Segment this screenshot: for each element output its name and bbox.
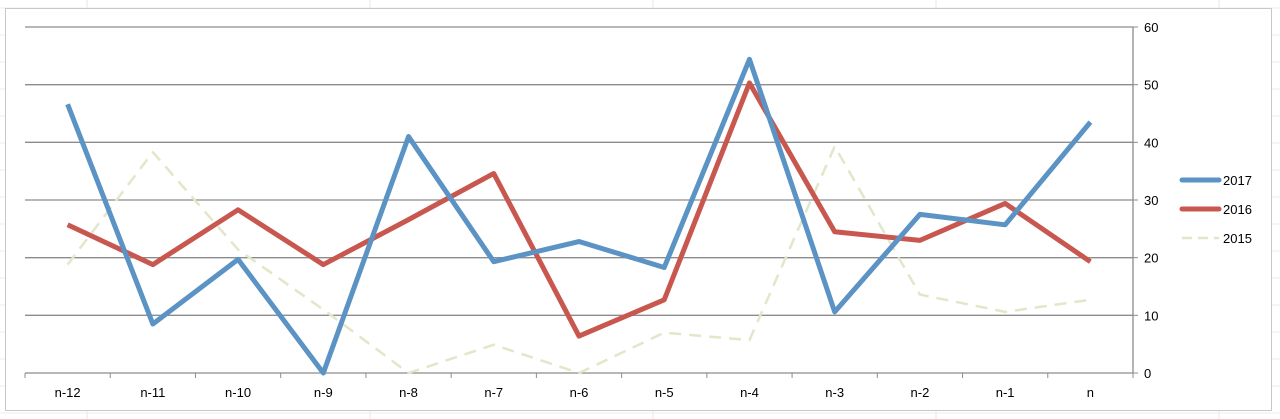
legend: 2017 2016 2015 [1179, 173, 1252, 246]
x-tick-label: n-9 [314, 385, 333, 400]
x-tick-label: n-11 [140, 385, 165, 400]
y-tick-label: 50 [1144, 78, 1158, 93]
y-tick-label: 60 [1144, 20, 1158, 35]
x-tick-label: n-5 [655, 385, 674, 400]
gridlines [25, 26, 1133, 316]
x-tick-label: n-2 [911, 385, 930, 400]
y-tick-label: 20 [1144, 251, 1158, 266]
x-tick-label: n-1 [996, 385, 1015, 400]
x-tick-label: n-6 [570, 385, 589, 400]
series-lines [65, 56, 1093, 376]
x-tick-label: n-10 [225, 385, 251, 400]
y-tick-label: 40 [1144, 135, 1158, 150]
x-tick-label: n-4 [740, 385, 759, 400]
x-tick-label: n-7 [484, 385, 503, 400]
series-line-2017 [65, 56, 1093, 376]
series-line-2015 [66, 145, 1091, 375]
x-tick-label: n [1087, 385, 1094, 400]
y-tick-label: 0 [1144, 366, 1151, 381]
y-tick-label: 30 [1144, 193, 1158, 208]
legend-label: 2017 [1223, 173, 1252, 188]
x-tick-label: n-8 [399, 385, 418, 400]
y-tick-label: 10 [1144, 308, 1158, 323]
x-tick-label: n-12 [55, 385, 81, 400]
legend-label: 2015 [1223, 231, 1252, 246]
x-tick-label: n-3 [825, 385, 844, 400]
legend-label: 2016 [1223, 202, 1252, 217]
